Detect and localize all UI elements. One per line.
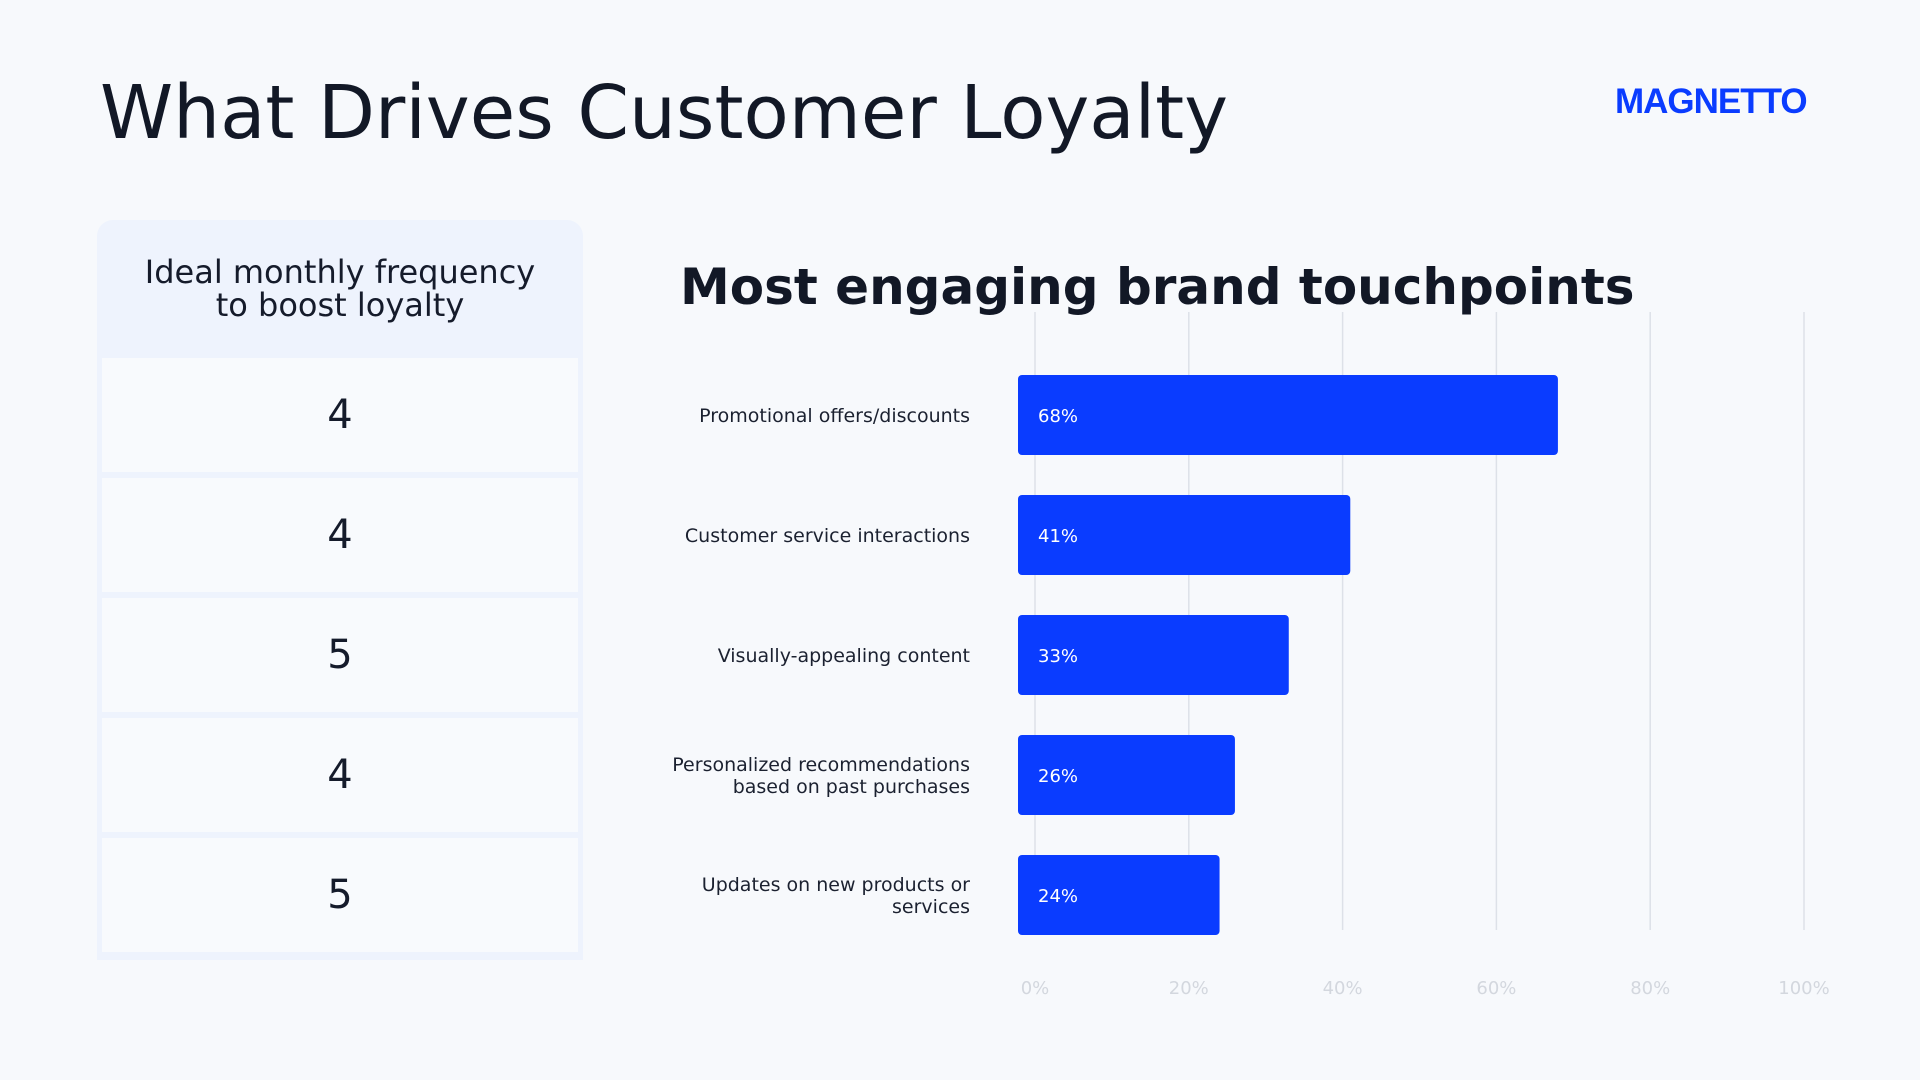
category-label-line: Visually-appealing content <box>718 645 970 667</box>
category-label-line: based on past purchases <box>733 776 970 798</box>
category-label: Updates on new products or services <box>702 874 970 918</box>
bar <box>1018 735 1235 815</box>
category-label-line: services <box>892 896 970 918</box>
x-tick-label: 60% <box>1476 978 1516 999</box>
data-label: 41% <box>1038 526 1078 547</box>
frequency-value: 5 <box>102 838 578 952</box>
x-tick-label: 20% <box>1169 978 1209 999</box>
chart-title: Most engaging brand touchpoints <box>680 258 1635 316</box>
frequency-rows: 4 4 5 4 5 <box>97 358 583 952</box>
data-label: 33% <box>1038 646 1078 667</box>
category-label-line: Personalized recommendations <box>672 754 970 776</box>
frequency-value: 4 <box>102 718 578 832</box>
bar <box>1018 495 1351 575</box>
x-tick-label: 40% <box>1323 978 1363 999</box>
category-label-line: Customer service interactions <box>685 525 970 547</box>
category-label: Customer service interactions <box>685 525 970 547</box>
x-tick-label: 100% <box>1778 978 1829 999</box>
data-label: 26% <box>1038 766 1078 787</box>
data-label: 68% <box>1038 406 1078 427</box>
bar <box>1018 375 1558 455</box>
brand-logo: MAGNETTO <box>1615 82 1808 121</box>
frequency-value: 4 <box>102 478 578 592</box>
bar <box>1018 855 1220 935</box>
category-label: Personalized recommendations based on pas… <box>672 754 970 798</box>
category-label: Promotional offers/discounts <box>699 405 970 427</box>
data-label: 24% <box>1038 886 1078 907</box>
category-label-line: Updates on new products or <box>702 874 970 896</box>
x-tick-label: 0% <box>1021 978 1050 999</box>
category-label: Visually-appealing content <box>718 645 970 667</box>
bar <box>1018 615 1289 695</box>
frequency-header-text: Ideal monthly frequency to boost loyalty <box>144 253 536 324</box>
frequency-value: 5 <box>102 598 578 712</box>
frequency-value: 4 <box>102 358 578 472</box>
category-label-line: Promotional offers/discounts <box>699 405 970 427</box>
frequency-header: Ideal monthly frequency to boost loyalty <box>97 220 583 358</box>
frequency-panel: Ideal monthly frequency to boost loyalty… <box>97 220 583 960</box>
page-title: What Drives Customer Loyalty <box>100 70 1228 156</box>
x-tick-label: 80% <box>1630 978 1670 999</box>
